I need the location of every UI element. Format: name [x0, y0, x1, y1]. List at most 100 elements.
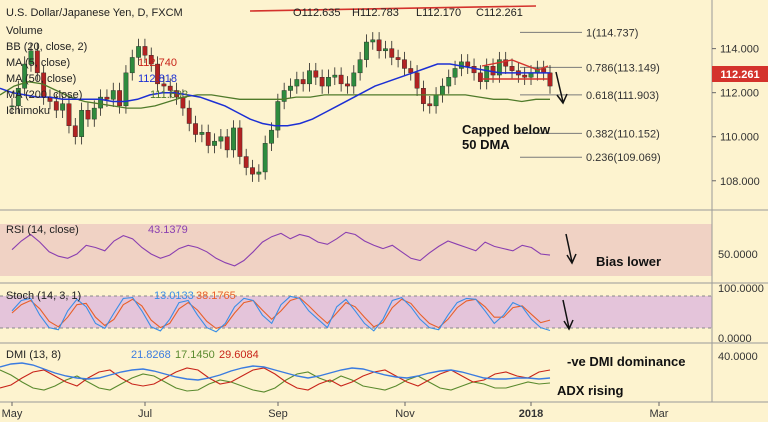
symbol-title: U.S. Dollar/Japanese Yen, D, FXCM: [6, 7, 183, 19]
ma200-line: [0, 81, 550, 109]
ohlc-low: 112.170: [422, 7, 461, 19]
svg-text:C112.261: C112.261: [476, 7, 523, 19]
x-tick-4: 2018: [519, 408, 543, 420]
x-tick-1: Jul: [138, 408, 152, 420]
candle: [281, 82, 287, 110]
x-tick-0: May: [2, 408, 23, 420]
candle: [79, 102, 85, 145]
down-arrow-price: [555, 71, 568, 105]
candle: [237, 120, 243, 165]
down-arrow-rsi: [565, 233, 577, 265]
x-tick-3: Nov: [395, 408, 415, 420]
stoch-k-value: 13.0133: [154, 290, 194, 302]
indicator-value-3: 112.818: [138, 73, 177, 85]
indicator-value-4: 111.693: [150, 89, 188, 101]
candle: [269, 122, 274, 152]
candle: [142, 38, 148, 63]
dmi-label: DMI (13, 8): [6, 349, 61, 361]
candle: [98, 89, 104, 116]
candle: [402, 51, 407, 77]
dmi-minus-value: 29.6084: [219, 349, 259, 361]
candle: [256, 164, 262, 182]
candle: [376, 32, 382, 59]
candle: [345, 76, 350, 94]
svg-text:L112.170: L112.170: [416, 7, 461, 19]
annotation-capped: Capped below: [462, 122, 551, 137]
ohlc-high: 112.783: [360, 7, 399, 19]
candle: [205, 124, 211, 154]
ohlc-open: 112.635: [302, 7, 341, 19]
price-tick-2: 110.000: [720, 132, 759, 144]
candle: [364, 34, 369, 68]
dmi-adx-value: 21.8268: [131, 349, 171, 361]
candle: [262, 135, 268, 180]
candle: [212, 133, 217, 154]
candle: [326, 69, 331, 94]
candle: [243, 148, 249, 176]
upper-trendline: [249, 5, 537, 12]
candle: [129, 49, 135, 81]
candle: [288, 78, 293, 99]
candle: [351, 65, 357, 94]
stoch-label: Stoch (14, 3, 1): [6, 290, 81, 302]
fib-label-0: 1(114.737): [586, 27, 638, 39]
indicator-label-3: MA (50, close): [6, 73, 76, 85]
indicator-label-1: BB (20, close, 2): [6, 41, 87, 53]
candle: [161, 76, 167, 94]
candle: [104, 89, 110, 107]
ma50-line: [0, 63, 550, 127]
rsi-band: [0, 224, 712, 276]
red-trend-segment: [481, 59, 549, 71]
candle: [218, 129, 224, 149]
fib-label-1: 0.786(113.149): [586, 62, 660, 74]
candle: [332, 67, 338, 85]
candle: [28, 43, 34, 72]
dmi-adx-line: [0, 362, 551, 381]
candle: [465, 54, 471, 74]
ohlc-close: 112.261: [484, 7, 523, 19]
candle: [503, 51, 509, 74]
indicator-label-5: Ichimoku: [6, 105, 50, 117]
candle: [471, 58, 477, 81]
candle: [370, 32, 376, 50]
candle: [389, 40, 395, 66]
candle: [123, 65, 129, 114]
candle: [395, 49, 401, 68]
candle: [148, 47, 154, 72]
fib-label-4: 0.236(109.069): [586, 152, 661, 164]
candle: [199, 124, 205, 143]
svg-text:O112.635: O112.635: [293, 7, 341, 19]
indicator-label-4: MA (200, close): [6, 89, 82, 101]
candle: [313, 62, 319, 85]
indicator-labels: Volume BB (20, close, 2) MA (5, close) 112.…: [6, 25, 188, 117]
rsi-line: [11, 231, 551, 267]
candle: [414, 65, 420, 96]
dmi-minus-line: [0, 367, 551, 391]
candle: [72, 118, 78, 145]
candle: [383, 40, 388, 59]
candle: [250, 159, 255, 182]
x-tick-2: Sep: [268, 408, 288, 420]
last-price-value: 112.261: [720, 69, 759, 81]
price-tick-3: 108.000: [720, 176, 760, 188]
stoch-d-line: [11, 296, 551, 330]
candle: [338, 67, 344, 92]
x-tick-5: Mar: [650, 408, 669, 420]
indicator-value-2: 112.740: [138, 57, 177, 69]
candle: [421, 80, 426, 112]
candle: [484, 58, 490, 90]
dmi-plus-line: [0, 369, 551, 393]
candle: [522, 67, 528, 85]
rsi-value: 43.1379: [148, 224, 188, 236]
candle: [66, 95, 72, 134]
candle: [357, 51, 363, 81]
x-axis: May Jul Sep Nov 2018 Mar: [2, 402, 669, 420]
dmi-tick-40: 40.0000: [718, 351, 758, 363]
indicator-label-2: MA (5, close): [6, 57, 70, 69]
candle: [319, 69, 325, 94]
candle: [275, 93, 281, 138]
stoch-pane: [11, 295, 551, 333]
candle: [167, 78, 173, 99]
svg-text:H112.783: H112.783: [352, 7, 399, 19]
fib-label-3: 0.382(110.152): [586, 128, 660, 140]
